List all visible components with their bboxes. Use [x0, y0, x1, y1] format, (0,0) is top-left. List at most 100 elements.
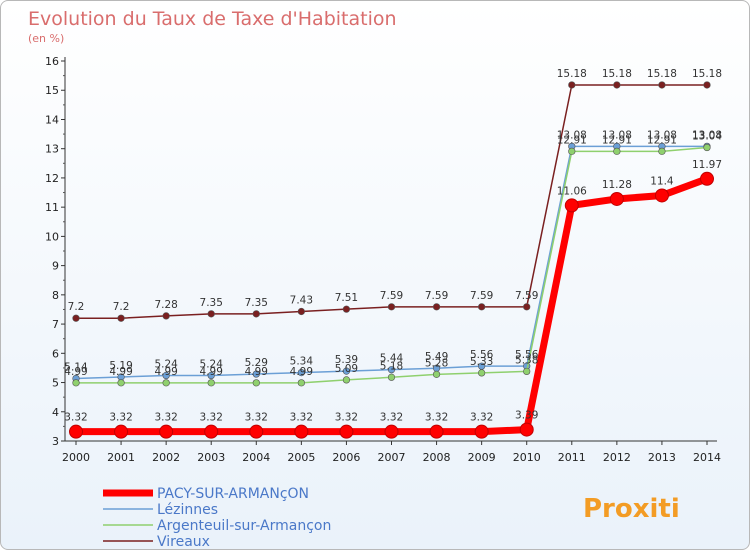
data-point [387, 366, 396, 374]
y-tick-label: 15 [45, 84, 59, 97]
data-label: 5.56 [515, 349, 539, 361]
legend: PACY-SUR-ARMANçONLézinnesArgenteuil-sur-… [103, 486, 331, 550]
data-label: 13.08 [692, 129, 722, 141]
data-point [613, 81, 621, 89]
data-label: 15.18 [692, 68, 722, 80]
data-point [478, 369, 486, 377]
data-point [297, 369, 305, 377]
x-tick-label: 2007 [378, 451, 406, 464]
data-label: 5.56 [470, 349, 494, 361]
data-point [613, 147, 621, 155]
data-label: 5.14 [64, 361, 88, 373]
data-label: 4.99 [64, 366, 87, 378]
data-label: 7.59 [380, 290, 403, 302]
x-tick-label: 2008 [423, 451, 451, 464]
data-label: 5.39 [335, 354, 358, 366]
axes: 3 4 5 6 7 8 9 10 11 12 13 14 15 16 2000 2001 2002 2003 200… [45, 55, 721, 464]
data-point [478, 303, 486, 311]
data-label: 3.32 [109, 412, 132, 424]
data-point [252, 379, 260, 387]
data-point [249, 424, 264, 439]
x-tick-label: 2001 [107, 451, 135, 464]
data-point [117, 379, 125, 387]
series-layer [69, 81, 714, 439]
data-point [297, 307, 305, 316]
data-label: 7.2 [113, 301, 130, 313]
data-label: 5.24 [154, 359, 178, 371]
data-point [162, 379, 170, 387]
legend-label: Vireaux [157, 534, 210, 550]
x-tick-label: 2009 [468, 451, 496, 464]
x-tick-label: 2006 [332, 451, 360, 464]
data-label: 3.32 [470, 412, 493, 424]
data-point [654, 188, 669, 203]
data-point [339, 424, 354, 439]
data-point [117, 314, 125, 322]
data-label: 7.43 [290, 295, 313, 307]
data-label: 13.08 [557, 129, 587, 141]
data-label: 7.28 [154, 299, 177, 311]
y-tick-label: 8 [52, 289, 59, 302]
data-point [342, 305, 351, 313]
data-point [342, 376, 351, 384]
data-point [159, 424, 174, 439]
data-point [207, 310, 215, 318]
chart-title: Evolution du Taux de Taxe d'Habitation [28, 8, 397, 30]
data-point [252, 310, 260, 318]
y-tick-label: 14 [45, 113, 59, 126]
chart-subtitle: (en %) [28, 32, 64, 45]
data-point [387, 373, 396, 381]
data-point [207, 371, 215, 380]
data-point [72, 379, 80, 387]
data-point [252, 370, 260, 378]
data-point [703, 81, 711, 89]
data-label: 13.08 [647, 129, 677, 141]
data-point [568, 147, 576, 155]
data-point [568, 81, 576, 89]
x-tick-label: 2004 [242, 451, 270, 464]
data-point [342, 367, 351, 375]
data-label: 7.35 [200, 297, 223, 309]
data-label: 12.91 [557, 134, 587, 146]
x-tick-label: 2010 [513, 451, 541, 464]
legend-label: Argenteuil-sur-Armançon [157, 518, 331, 534]
data-label: 5.29 [245, 357, 268, 369]
data-label: 3.32 [290, 412, 313, 424]
data-label: 7.2 [68, 301, 85, 313]
data-label: 11.06 [557, 185, 587, 197]
data-point [294, 424, 309, 439]
data-label: 7.51 [335, 292, 358, 304]
data-label: 5.19 [109, 360, 132, 372]
data-label: 5.33 [470, 356, 493, 368]
data-point [114, 424, 129, 439]
data-label: 5.28 [425, 357, 448, 369]
data-label: 3.39 [515, 410, 538, 422]
data-point [523, 303, 531, 311]
proxiti-logo: Proxiti [583, 494, 680, 524]
data-point [519, 422, 534, 437]
y-tick-label: 5 [52, 377, 59, 390]
x-tick-label: 2005 [287, 451, 315, 464]
data-label: 5.49 [425, 351, 448, 363]
data-label: 5.09 [335, 363, 358, 375]
x-tick-label: 2000 [62, 451, 90, 464]
data-label: 7.35 [245, 297, 268, 309]
y-tick-label: 13 [45, 143, 59, 156]
legend-label: Lézinnes [157, 502, 218, 518]
data-label: 3.32 [154, 412, 177, 424]
data-point [432, 303, 441, 311]
data-label: 13.08 [602, 129, 632, 141]
data-label: 15.18 [602, 68, 632, 80]
data-label: 3.32 [245, 412, 268, 424]
x-tick-label: 2014 [693, 451, 721, 464]
data-label: 3.32 [425, 412, 448, 424]
data-label: 11.97 [692, 159, 722, 171]
data-label: 4.99 [200, 366, 223, 378]
data-label: 4.99 [154, 366, 177, 378]
y-tick-label: 11 [45, 201, 59, 214]
x-tick-label: 2013 [648, 451, 676, 464]
y-tick-label: 7 [52, 318, 59, 331]
data-point [703, 143, 711, 152]
x-tick-label: 2012 [603, 451, 631, 464]
